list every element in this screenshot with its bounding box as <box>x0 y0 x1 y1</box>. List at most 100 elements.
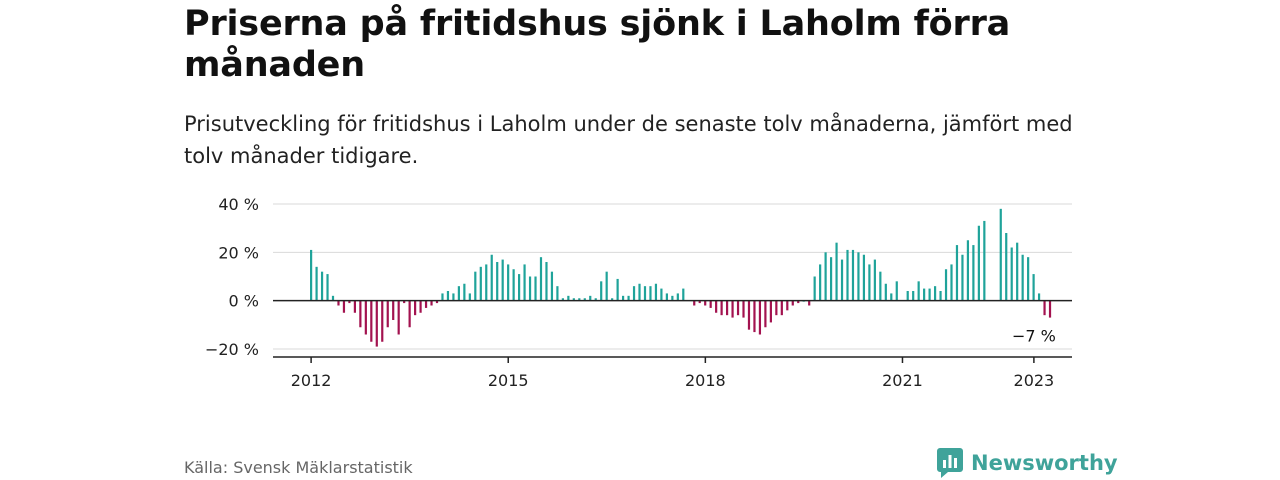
bar <box>611 298 614 301</box>
bar <box>873 259 876 301</box>
bar <box>715 300 718 313</box>
bar <box>342 300 346 313</box>
bar <box>638 283 641 301</box>
bar <box>463 283 466 301</box>
bar <box>868 264 871 301</box>
bar <box>643 286 647 301</box>
bar <box>895 281 898 301</box>
bar <box>769 300 772 323</box>
bar <box>572 298 575 301</box>
source-note: Källa: Svensk Mäklarstatistik <box>184 458 413 477</box>
brand-name: Newsworthy <box>971 451 1118 475</box>
bar <box>665 293 668 301</box>
bar <box>446 291 450 301</box>
bar <box>320 271 324 301</box>
x-tick-label: 2012 <box>291 371 332 390</box>
bar <box>1016 242 1019 301</box>
bar <box>758 300 762 335</box>
bar <box>824 252 827 301</box>
bar <box>654 283 658 301</box>
bar <box>534 276 537 301</box>
bar <box>523 264 526 301</box>
bar <box>879 271 882 301</box>
x-tick-label: 2023 <box>1014 371 1055 390</box>
bar <box>468 293 471 301</box>
bar <box>851 249 855 301</box>
bar <box>649 286 652 301</box>
bar <box>917 281 920 301</box>
bar <box>490 254 493 301</box>
bar <box>452 293 455 301</box>
bar <box>485 264 488 301</box>
bar <box>884 283 887 301</box>
bars <box>310 208 1052 347</box>
bar <box>808 300 811 306</box>
bar <box>589 295 592 301</box>
bar <box>966 240 970 301</box>
bar <box>512 269 515 301</box>
bar <box>720 300 723 316</box>
bar <box>397 300 400 335</box>
bar <box>370 300 373 342</box>
bar <box>375 300 378 347</box>
bar <box>775 300 778 316</box>
bar <box>972 245 975 301</box>
brand-logo[interactable]: Newsworthy <box>937 448 1118 478</box>
bar <box>906 291 909 301</box>
bar <box>1005 233 1008 301</box>
bar <box>605 271 608 301</box>
bar <box>331 295 335 301</box>
bar <box>939 291 942 301</box>
bar <box>857 252 860 301</box>
bar <box>933 286 937 301</box>
y-tick-label: 0 % <box>229 292 259 311</box>
y-tick-label: −20 % <box>205 340 259 359</box>
bar <box>414 300 417 316</box>
bar <box>567 295 570 301</box>
bar <box>819 264 822 301</box>
bar <box>764 300 767 328</box>
x-tick-label: 2021 <box>882 371 923 390</box>
bar <box>403 300 406 304</box>
bar <box>797 300 800 304</box>
bar <box>501 259 504 301</box>
bar <box>944 269 948 301</box>
bar <box>753 300 756 333</box>
bar <box>961 254 964 301</box>
bar <box>682 288 685 301</box>
bar <box>310 249 313 301</box>
last-value-annotation: −7 % <box>1012 327 1056 346</box>
y-axis-ticks: −20 % 0 % 20 % 40 % <box>205 195 259 359</box>
bar <box>742 300 745 318</box>
bar <box>890 293 893 301</box>
bar <box>676 293 679 301</box>
bar <box>474 271 477 301</box>
bar <box>862 254 866 301</box>
bar <box>693 300 696 306</box>
bar <box>736 300 740 316</box>
bar <box>479 266 482 301</box>
bar <box>709 300 712 308</box>
bar <box>315 266 318 301</box>
bar <box>846 249 849 301</box>
bar <box>835 242 838 301</box>
bar <box>1021 254 1024 301</box>
bar <box>1027 257 1030 301</box>
bar <box>627 295 630 301</box>
bar <box>561 298 564 301</box>
bar <box>430 300 433 306</box>
bar <box>1048 300 1052 318</box>
bar <box>1010 247 1013 301</box>
y-tick-label: 40 % <box>218 195 259 214</box>
bar <box>829 257 833 301</box>
bar <box>364 300 367 335</box>
bar <box>550 271 554 301</box>
bar <box>594 298 597 301</box>
bar <box>353 300 356 313</box>
bar <box>359 300 362 328</box>
bar <box>326 274 329 301</box>
bar <box>660 288 663 301</box>
bar <box>408 300 411 328</box>
bar <box>791 300 794 306</box>
